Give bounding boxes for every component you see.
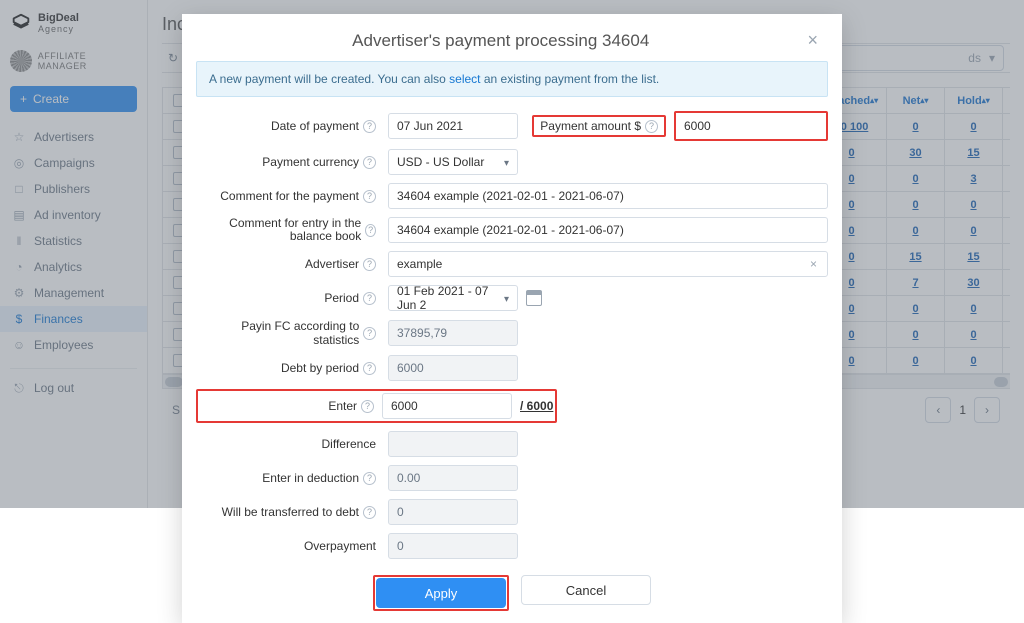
label-amount: Payment amount $: [540, 119, 641, 133]
label-overpay: Overpayment: [304, 539, 376, 553]
payment-modal: Advertiser's payment processing 34604 × …: [182, 14, 842, 623]
cancel-button[interactable]: Cancel: [521, 575, 651, 605]
chevron-down-icon: [504, 291, 509, 305]
label-willdebt: Will be transferred to debt: [222, 505, 359, 519]
label-enter: Enter: [328, 399, 357, 413]
apply-button[interactable]: Apply: [376, 578, 506, 608]
difference-input: [388, 431, 518, 457]
alert-post: an existing payment from the list.: [481, 72, 660, 86]
amount-input[interactable]: [676, 113, 826, 139]
enter-input[interactable]: [382, 393, 512, 419]
alert-pre: A new payment will be created. You can a…: [209, 72, 449, 86]
help-icon[interactable]: ?: [363, 506, 376, 519]
debt-input: [388, 355, 518, 381]
label-period: Period: [324, 291, 359, 305]
label-diff: Difference: [322, 437, 376, 451]
help-icon[interactable]: ?: [363, 362, 376, 375]
help-icon[interactable]: ?: [363, 292, 376, 305]
modal-title: Advertiser's payment processing 34604: [200, 31, 801, 51]
label-debt: Debt by period: [281, 361, 359, 375]
payin-input: [388, 320, 518, 346]
clear-icon[interactable]: ×: [808, 257, 819, 271]
close-icon[interactable]: ×: [801, 28, 824, 53]
label-comment-book: Comment for entry in the balance book: [196, 217, 361, 243]
help-icon[interactable]: ?: [363, 120, 376, 133]
calendar-icon[interactable]: [526, 290, 542, 306]
help-icon[interactable]: ?: [365, 224, 376, 237]
overpay-input: [388, 533, 518, 559]
enter-cap: / 6000: [520, 399, 553, 413]
comment-book-input[interactable]: [388, 217, 828, 243]
deduction-input: [388, 465, 518, 491]
help-icon[interactable]: ?: [363, 472, 376, 485]
help-icon[interactable]: ?: [363, 190, 376, 203]
advertiser-select[interactable]: example×: [388, 251, 828, 277]
label-currency: Payment currency: [262, 155, 359, 169]
label-deduct: Enter in deduction: [262, 471, 359, 485]
date-input[interactable]: [388, 113, 518, 139]
currency-select[interactable]: USD - US Dollar: [388, 149, 518, 175]
modal-actions: Apply Cancel: [182, 569, 842, 623]
help-icon[interactable]: ?: [361, 400, 374, 413]
label-comment-pay: Comment for the payment: [220, 189, 359, 203]
label-date: Date of payment: [271, 119, 359, 133]
chevron-down-icon: [504, 155, 509, 169]
help-icon[interactable]: ?: [363, 258, 376, 271]
help-icon[interactable]: ?: [645, 120, 658, 133]
help-icon[interactable]: ?: [363, 327, 376, 340]
willdebt-input: [388, 499, 518, 525]
modal-form: Date of payment? Payment amount $ ? Paym…: [182, 107, 842, 569]
help-icon[interactable]: ?: [363, 156, 376, 169]
alert-select-link[interactable]: select: [449, 72, 480, 86]
period-select[interactable]: 01 Feb 2021 - 07 Jun 2: [388, 285, 518, 311]
label-advertiser: Advertiser: [305, 257, 359, 271]
modal-info-alert: A new payment will be created. You can a…: [196, 61, 828, 97]
comment-payment-input[interactable]: [388, 183, 828, 209]
label-payin: Payin FC according to statistics: [196, 319, 359, 347]
